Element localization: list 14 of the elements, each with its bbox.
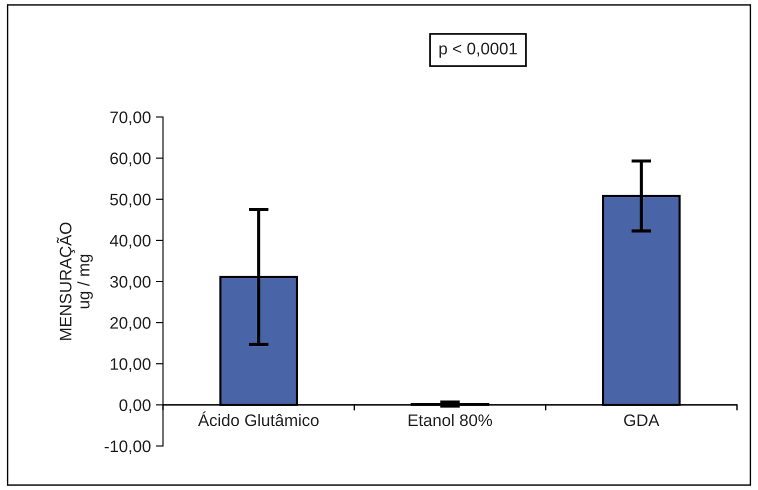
x-tick-label: Etanol 80% xyxy=(408,414,492,426)
y-tick-label: -10,00 xyxy=(104,440,151,454)
y-tick-label: 70,00 xyxy=(110,111,151,126)
y-tick-label: 30,00 xyxy=(110,276,151,290)
y-tick-label: 10,00 xyxy=(110,358,151,372)
text: p < 0,0001 xyxy=(439,42,517,58)
x-tick-label: GDA xyxy=(624,414,660,426)
y-tick-label: 60,00 xyxy=(110,152,151,166)
x-tick-label: Ácido Glutâmico xyxy=(198,412,319,426)
y-tick-label: 20,00 xyxy=(110,317,151,331)
y-tick-label: 40,00 xyxy=(110,234,151,249)
y-axis-title: MENSURAÇÃO ug / mg xyxy=(56,222,93,340)
y-tick-label: 50,00 xyxy=(110,194,151,208)
y-tick-label: 0,00 xyxy=(119,399,151,414)
